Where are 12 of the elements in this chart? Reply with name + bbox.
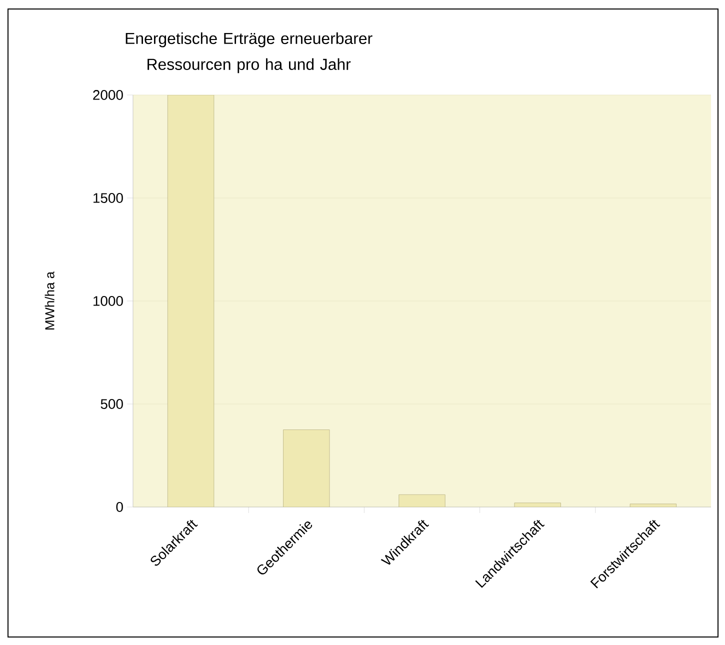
bar — [630, 504, 677, 507]
chart-title: Energetische Erträge erneuerbarer Ressourcen pro ha und Jahr — [126, 32, 372, 74]
y-tick-label: 0 — [116, 502, 123, 512]
bar — [398, 494, 446, 507]
y-axis-title: MWh/ha a — [44, 272, 54, 330]
y-tick-label: 1500 — [94, 193, 123, 203]
y-tick-label: 1000 — [94, 296, 123, 306]
bar — [514, 502, 561, 507]
y-tick-label: 500 — [100, 399, 123, 409]
bar — [167, 94, 214, 507]
y-tick-label: 2000 — [93, 90, 123, 100]
bar — [283, 430, 330, 507]
